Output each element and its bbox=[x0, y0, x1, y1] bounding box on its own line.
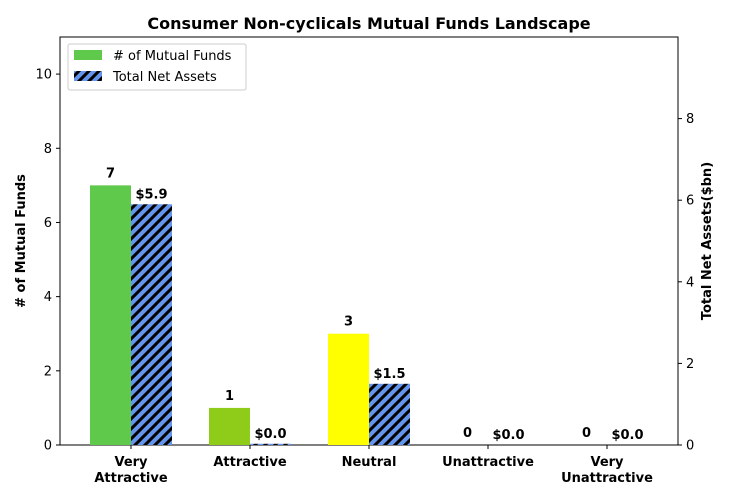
data-label-funds: 0 bbox=[463, 426, 472, 441]
left-tick-label: 10 bbox=[35, 68, 52, 83]
chart-title: Consumer Non-cyclicals Mutual Funds Land… bbox=[147, 14, 590, 33]
left-tick-label: 8 bbox=[44, 142, 52, 157]
data-label-funds: 3 bbox=[344, 315, 353, 330]
right-tick-label: 2 bbox=[686, 357, 694, 372]
legend-label-funds: # of Mutual Funds bbox=[113, 49, 232, 64]
right-axis: 0 2 4 6 8 bbox=[678, 112, 694, 454]
data-label-assets: $0.0 bbox=[492, 428, 524, 443]
data-label-funds: 1 bbox=[225, 389, 234, 404]
left-axis-title: # of Mutual Funds bbox=[14, 174, 29, 308]
legend-frame bbox=[67, 43, 247, 91]
data-label-funds: 0 bbox=[582, 426, 591, 441]
right-axis-title: Total Net Assets($bn) bbox=[700, 162, 715, 320]
right-tick-label: 0 bbox=[686, 439, 694, 454]
left-tick-label: 4 bbox=[44, 290, 52, 305]
data-label-funds: 7 bbox=[106, 166, 115, 181]
legend-label-assets: Total Net Assets bbox=[112, 70, 217, 85]
left-tick-label: 6 bbox=[44, 216, 52, 231]
bar-assets bbox=[250, 443, 291, 445]
bar-funds bbox=[328, 333, 369, 445]
category-label: Attractive bbox=[213, 455, 287, 470]
bars bbox=[90, 185, 410, 445]
left-tick-label: 2 bbox=[44, 364, 52, 379]
category-label: Unattractive bbox=[442, 455, 534, 470]
bar-assets bbox=[131, 204, 172, 445]
bar-funds bbox=[90, 185, 131, 445]
data-label-assets: $1.5 bbox=[373, 367, 405, 382]
legend-swatch-assets bbox=[74, 71, 102, 81]
left-tick-label: 0 bbox=[44, 439, 52, 454]
category-label: Very Attractive bbox=[94, 455, 168, 486]
data-label-assets: $0.0 bbox=[254, 427, 286, 442]
category-label: Very Unattractive bbox=[561, 455, 653, 486]
right-tick-label: 6 bbox=[686, 194, 694, 209]
data-labels: 7 $5.9 1 $0.0 3 $1.5 0 $0.0 0 $0.0 bbox=[106, 166, 644, 443]
right-tick-label: 4 bbox=[686, 275, 694, 290]
category-labels: Very Attractive Attractive Neutral Unattract… bbox=[94, 445, 653, 486]
left-axis: 0 2 4 6 8 10 bbox=[35, 68, 60, 454]
category-label: Neutral bbox=[342, 455, 397, 470]
data-label-assets: $5.9 bbox=[135, 187, 167, 202]
legend-swatch-funds bbox=[74, 50, 102, 60]
legend: # of Mutual Funds Total Net Assets bbox=[67, 43, 247, 91]
bar-assets bbox=[369, 383, 410, 445]
right-tick-label: 8 bbox=[686, 112, 694, 127]
data-label-assets: $0.0 bbox=[611, 428, 643, 443]
bar-funds bbox=[209, 407, 250, 445]
